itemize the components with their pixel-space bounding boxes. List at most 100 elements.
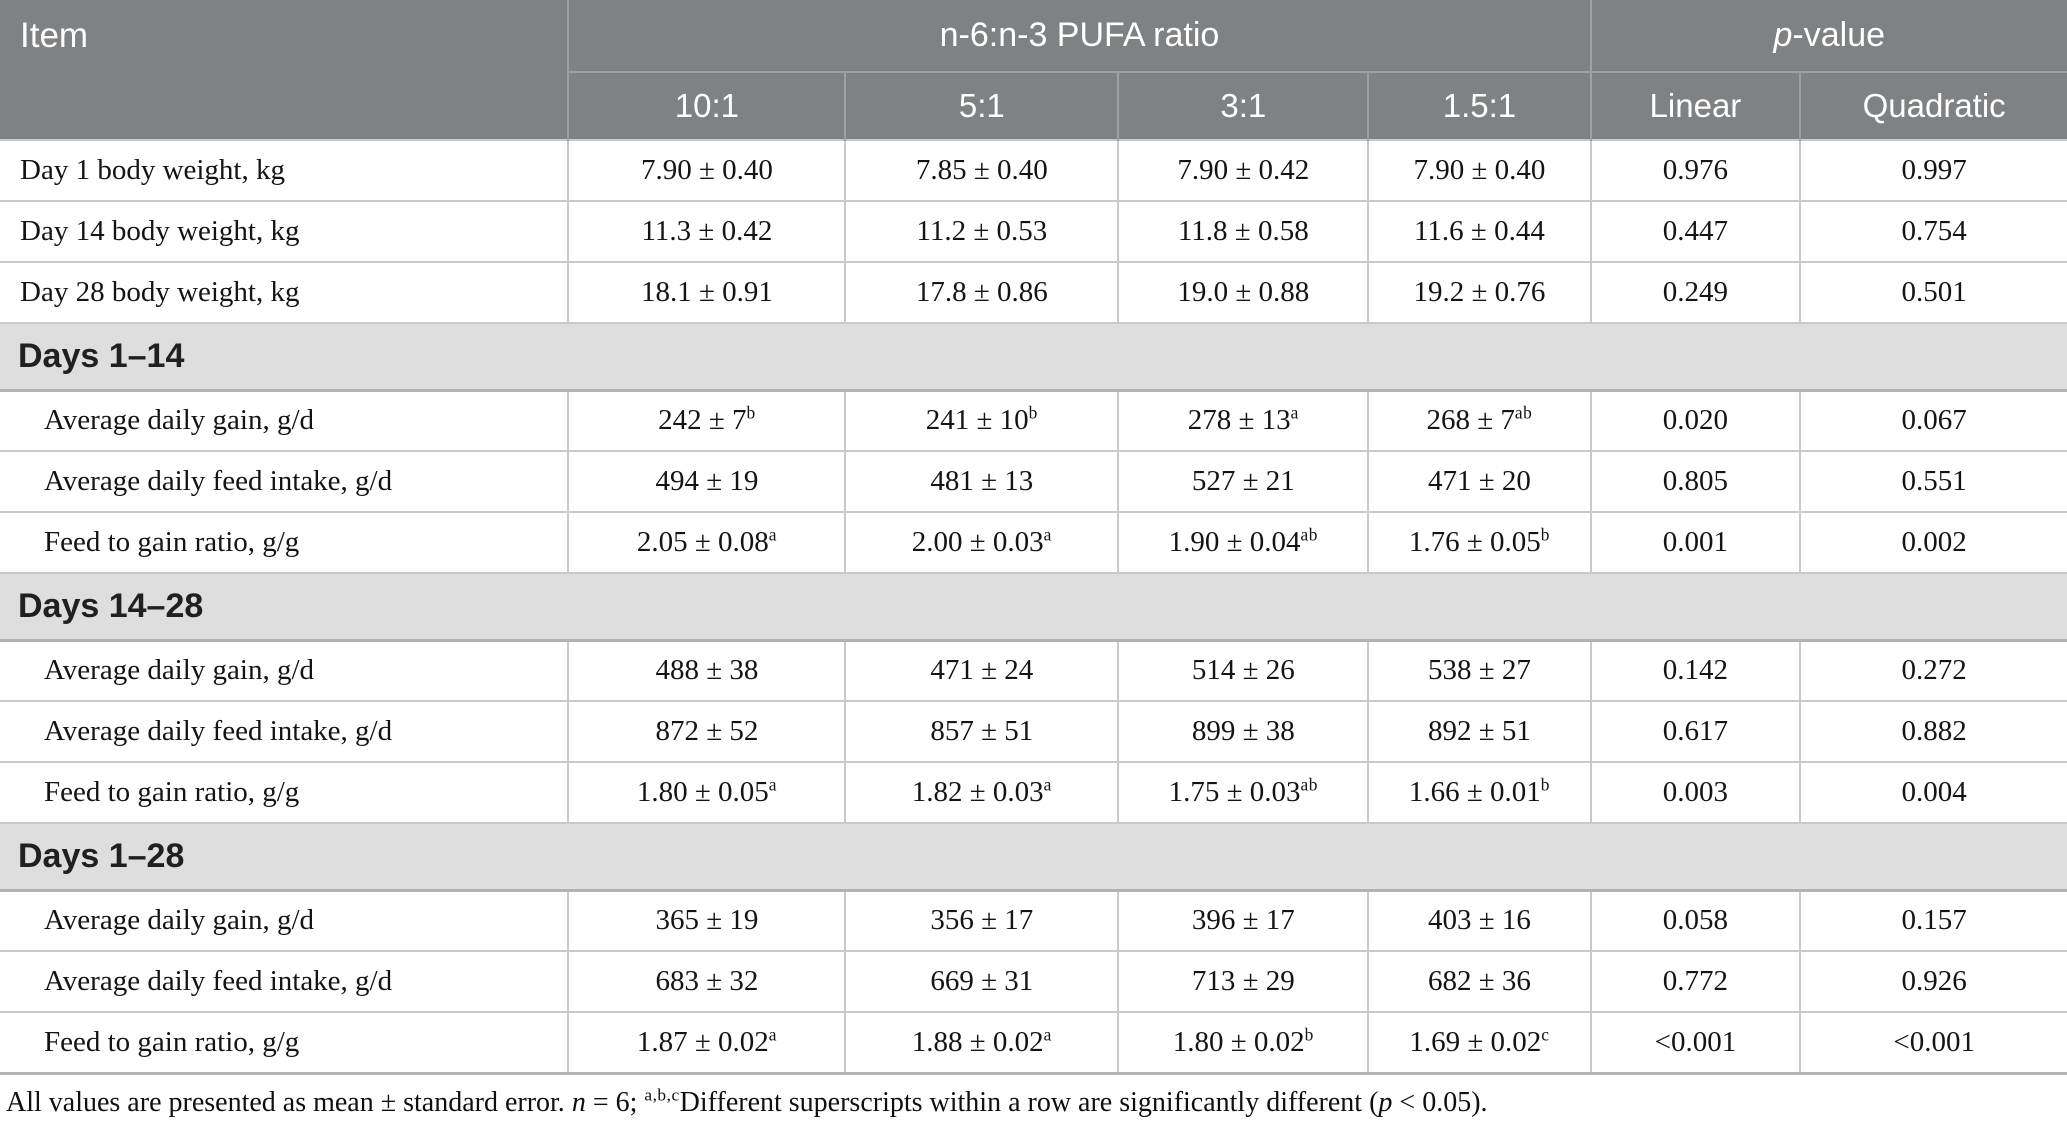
value-cell: 0.001 [1589, 511, 1801, 573]
section-row: Days 14–28 [0, 572, 2067, 642]
column-header-quadratic: Quadratic [1799, 72, 2067, 140]
section-label: Days 1–14 [0, 322, 2067, 392]
value-cell: 11.3 ± 0.42 [567, 200, 846, 262]
p-value-italic-p: p [1773, 16, 1793, 54]
significance-superscript: b [1540, 524, 1550, 545]
value-cell: 0.272 [1799, 639, 2067, 701]
row-item-label: Day 28 body weight, kg [0, 261, 569, 323]
significance-superscript: a [768, 524, 777, 545]
column-header-item: Item [0, 0, 569, 140]
value-cell: 365 ± 19 [567, 889, 846, 951]
row-item-label: Feed to gain ratio, g/g [0, 761, 569, 823]
table-header: Item n-6:n-3 PUFA ratio p-value 10:1 5:1… [0, 0, 2067, 140]
value-cell: <0.001 [1799, 1011, 2067, 1073]
value-cell: 527 ± 21 [1117, 450, 1369, 512]
value-cell: 0.447 [1589, 200, 1801, 262]
value-cell: 488 ± 38 [567, 639, 846, 701]
value-cell: 899 ± 38 [1117, 700, 1369, 762]
value-cell: 0.157 [1799, 889, 2067, 951]
value-cell: 0.142 [1589, 639, 1801, 701]
significance-superscript: b [1028, 402, 1038, 423]
column-header-3-1: 3:1 [1117, 72, 1369, 140]
significance-superscript: b [1540, 774, 1550, 795]
value-cell: 2.05 ± 0.08a [567, 511, 846, 573]
value-cell: 683 ± 32 [567, 950, 846, 1012]
value-cell: 1.87 ± 0.02a [567, 1011, 846, 1073]
value-cell: 7.90 ± 0.40 [1367, 139, 1591, 201]
footnote-p-italic: p [1378, 1086, 1393, 1118]
p-value-rest: -value [1792, 16, 1886, 54]
header-sub-row: 10:1 5:1 3:1 1.5:1 Linear Quadratic [0, 72, 2067, 140]
value-cell: 713 ± 29 [1117, 950, 1369, 1012]
footnote-text-4: < 0.05). [1392, 1086, 1488, 1118]
section-row: Days 1–28 [0, 822, 2067, 892]
significance-superscript: a [1290, 402, 1299, 423]
value-cell: 682 ± 36 [1367, 950, 1591, 1012]
column-header-5-1: 5:1 [844, 72, 1119, 140]
column-header-linear: Linear [1589, 72, 1801, 140]
column-group-pufa-ratio: n-6:n-3 PUFA ratio [567, 0, 1591, 73]
table-row: Average daily gain, g/d 242 ± 7b 241 ± 10b… [0, 389, 2067, 451]
value-cell: 0.058 [1589, 889, 1801, 951]
value-cell: 0.997 [1799, 139, 2067, 201]
significance-superscript: b [746, 402, 756, 423]
value-cell: 1.90 ± 0.04ab [1117, 511, 1369, 573]
significance-superscript: a [1043, 774, 1052, 795]
value-cell: 0.926 [1799, 950, 2067, 1012]
row-item-label: Average daily feed intake, g/d [0, 700, 569, 762]
value-cell: 0.805 [1589, 450, 1801, 512]
value-cell: 241 ± 10b [844, 389, 1119, 451]
footnote-text-2: = 6; [585, 1086, 645, 1118]
value-cell: 1.75 ± 0.03ab [1117, 761, 1369, 823]
footnote-superscripts: a,b,c [644, 1085, 680, 1105]
section-label: Days 14–28 [0, 572, 2067, 642]
value-cell: 19.0 ± 0.88 [1117, 261, 1369, 323]
value-cell: 7.90 ± 0.42 [1117, 139, 1369, 201]
table-row: Average daily feed intake, g/d 494 ± 19 48… [0, 450, 2067, 512]
significance-superscript: a [768, 774, 777, 795]
value-cell: 0.003 [1589, 761, 1801, 823]
value-cell: 19.2 ± 0.76 [1367, 261, 1591, 323]
row-item-label: Average daily gain, g/d [0, 639, 569, 701]
value-cell: 396 ± 17 [1117, 889, 1369, 951]
value-cell: 669 ± 31 [844, 950, 1119, 1012]
value-cell: 892 ± 51 [1367, 700, 1591, 762]
significance-superscript: ab [1514, 402, 1533, 423]
value-cell: 0.754 [1799, 200, 2067, 262]
value-cell: 7.90 ± 0.40 [567, 139, 846, 201]
column-group-p-value: p-value [1589, 0, 2067, 73]
table-row: Feed to gain ratio, g/g 1.87 ± 0.02a 1.88 … [0, 1011, 2067, 1073]
value-cell: 18.1 ± 0.91 [567, 261, 846, 323]
row-item-label: Average daily gain, g/d [0, 389, 569, 451]
row-item-label: Day 1 body weight, kg [0, 139, 569, 201]
significance-superscript: ab [1300, 524, 1318, 545]
row-item-label: Average daily feed intake, g/d [0, 950, 569, 1012]
row-item-label: Average daily feed intake, g/d [0, 450, 569, 512]
significance-superscript: a [768, 1024, 777, 1045]
table-body: Day 1 body weight, kg 7.90 ± 0.40 7.85 ± 0… [0, 139, 2067, 1073]
value-cell: 0.004 [1799, 761, 2067, 823]
row-item-label: Feed to gain ratio, g/g [0, 511, 569, 573]
row-item-label: Average daily gain, g/d [0, 889, 569, 951]
table-row: Average daily feed intake, g/d 872 ± 52 85… [0, 700, 2067, 762]
table-row: Day 28 body weight, kg 18.1 ± 0.91 17.8 ± … [0, 261, 2067, 323]
value-cell: 0.067 [1799, 389, 2067, 451]
value-cell: 403 ± 16 [1367, 889, 1591, 951]
value-cell: 0.976 [1589, 139, 1801, 201]
row-item-label: Day 14 body weight, kg [0, 200, 569, 262]
value-cell: 17.8 ± 0.86 [844, 261, 1119, 323]
value-cell: 872 ± 52 [567, 700, 846, 762]
value-cell: 0.772 [1589, 950, 1801, 1012]
column-header-1-5-1: 1.5:1 [1367, 72, 1591, 140]
value-cell: 0.551 [1799, 450, 2067, 512]
value-cell: 494 ± 19 [567, 450, 846, 512]
table-row: Feed to gain ratio, g/g 1.80 ± 0.05a 1.82 … [0, 761, 2067, 823]
table-row: Day 1 body weight, kg 7.90 ± 0.40 7.85 ± 0… [0, 139, 2067, 201]
significance-superscript: c [1541, 1024, 1550, 1045]
value-cell: 1.80 ± 0.05a [567, 761, 846, 823]
value-cell: 11.6 ± 0.44 [1367, 200, 1591, 262]
value-cell: 1.69 ± 0.02c [1367, 1011, 1591, 1073]
column-header-10-1: 10:1 [567, 72, 846, 140]
footnote-text-1: All values are presented as mean ± stand… [6, 1086, 572, 1118]
table-row: Average daily gain, g/d 365 ± 19 356 ± 17 3… [0, 889, 2067, 951]
